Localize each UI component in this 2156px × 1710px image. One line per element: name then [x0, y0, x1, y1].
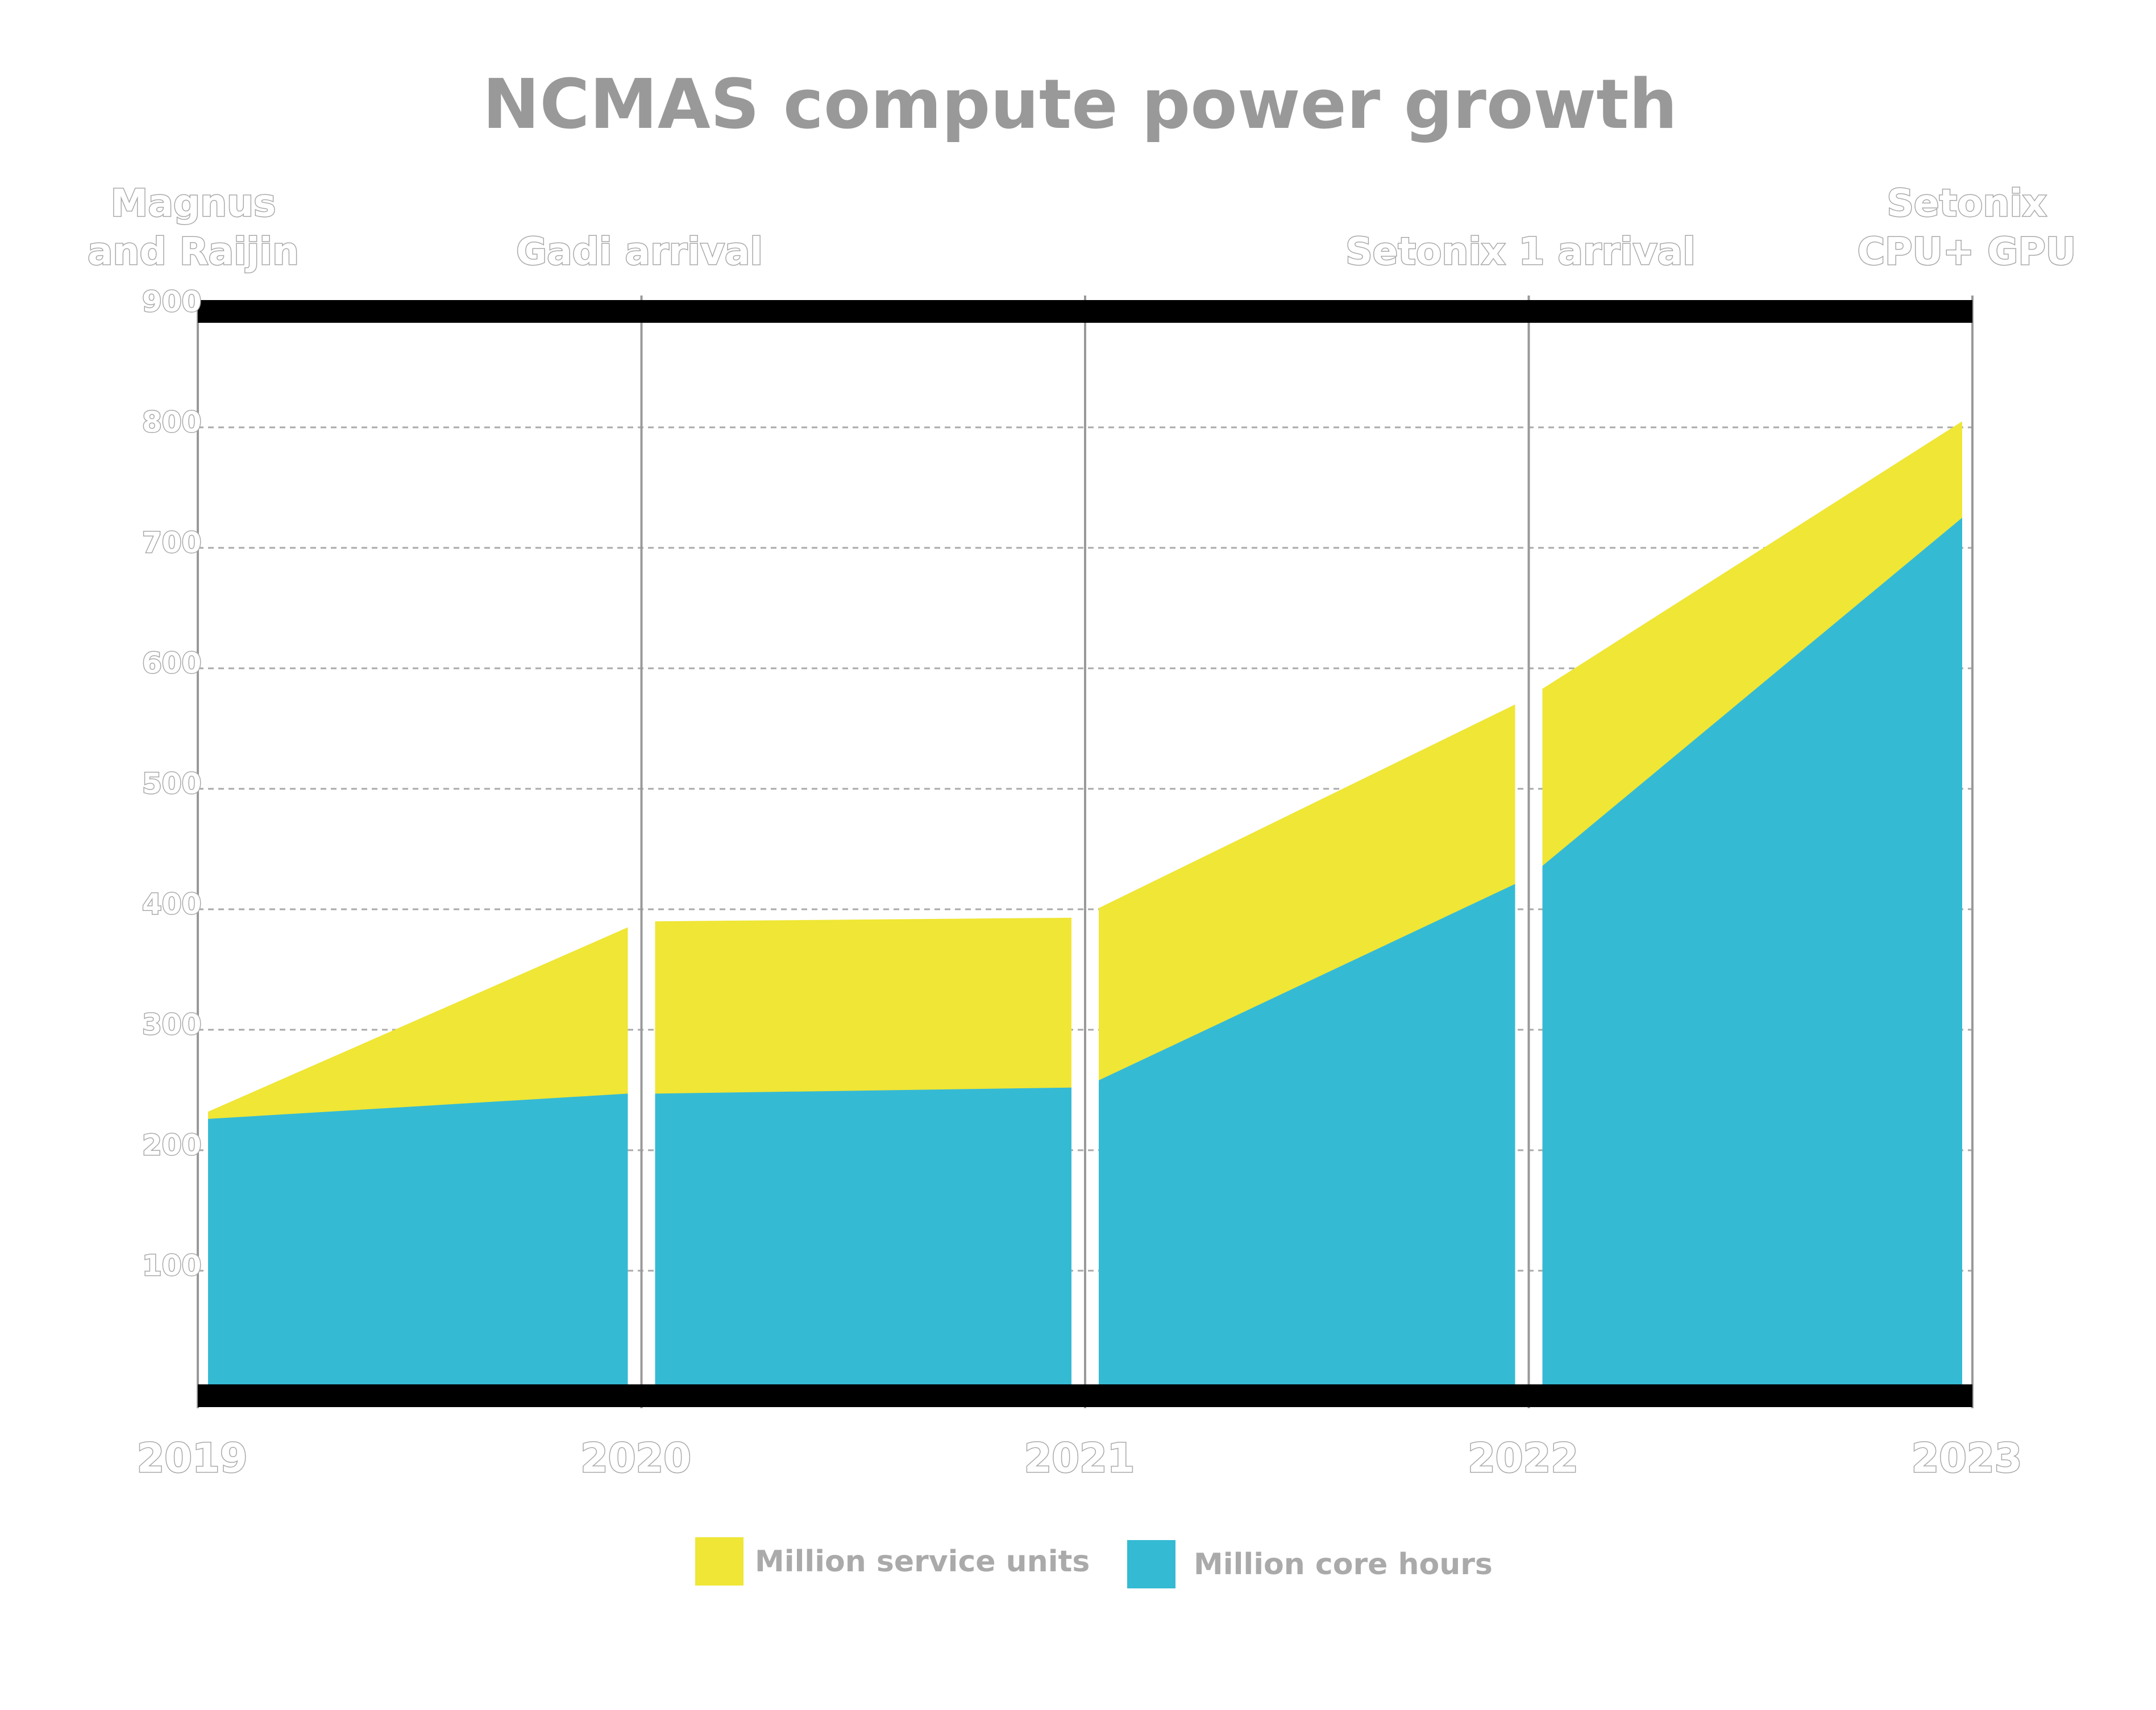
- bottom-frame-bar: [198, 1384, 1972, 1407]
- y-tick-700: 700: [142, 526, 201, 559]
- y-tick-800: 800: [142, 406, 201, 439]
- event-label-3-line-1: Setonix 1 arrival: [1345, 230, 1696, 273]
- legend-label-2: Million core hours: [1194, 1547, 1493, 1582]
- y-tick-500: 500: [142, 767, 201, 800]
- event-label-1-line-2: and Raijin: [88, 230, 299, 273]
- top-frame-bar: [198, 300, 1972, 323]
- chart-title: NCMAS compute power growth: [483, 65, 1677, 144]
- y-tick-100: 100: [142, 1249, 201, 1282]
- x-tick-2019: 2019: [137, 1435, 248, 1482]
- core-hours-area-1: [208, 1093, 628, 1386]
- legend-swatch-2: [1127, 1540, 1175, 1588]
- event-label-4-line-1: Setonix: [1887, 181, 2046, 225]
- event-label-2-line-1: Gadi arrival: [516, 230, 763, 273]
- x-tick-2021: 2021: [1024, 1435, 1135, 1482]
- x-tick-2022: 2022: [1468, 1435, 1578, 1482]
- core-hours-area-2: [655, 1087, 1071, 1386]
- y-tick-200: 200: [142, 1129, 201, 1162]
- x-axis-ticks: 2019 2020 2021 2022 2023: [136, 1434, 2023, 1483]
- legend-label-1: Million service units: [755, 1545, 1090, 1579]
- y-tick-900: 900: [142, 285, 201, 318]
- y-tick-300: 300: [142, 1008, 201, 1041]
- event-label-4-line-2: CPU+ GPU: [1858, 230, 2076, 273]
- event-labels: Magnus and Raijin Gadi arrival Setonix 1 ar…: [87, 181, 2077, 274]
- year-lines: [197, 296, 1974, 1408]
- event-label-1-line-1: Magnus: [111, 181, 276, 225]
- core-hours-area-4: [1542, 518, 1962, 1386]
- y-axis-ticks: 100 200 300 400 500 600 700 800 900: [142, 285, 202, 1283]
- frame-bars: [198, 300, 1972, 1407]
- area-series: [208, 421, 1962, 1386]
- legend-swatch-1: [695, 1537, 743, 1586]
- x-tick-2023: 2023: [1912, 1435, 2022, 1482]
- y-tick-400: 400: [142, 888, 201, 921]
- x-tick-2020: 2020: [580, 1435, 691, 1482]
- core-hours-area-3: [1099, 884, 1515, 1386]
- y-tick-600: 600: [142, 647, 201, 680]
- legend: Million service units Million core hours: [695, 1537, 1493, 1588]
